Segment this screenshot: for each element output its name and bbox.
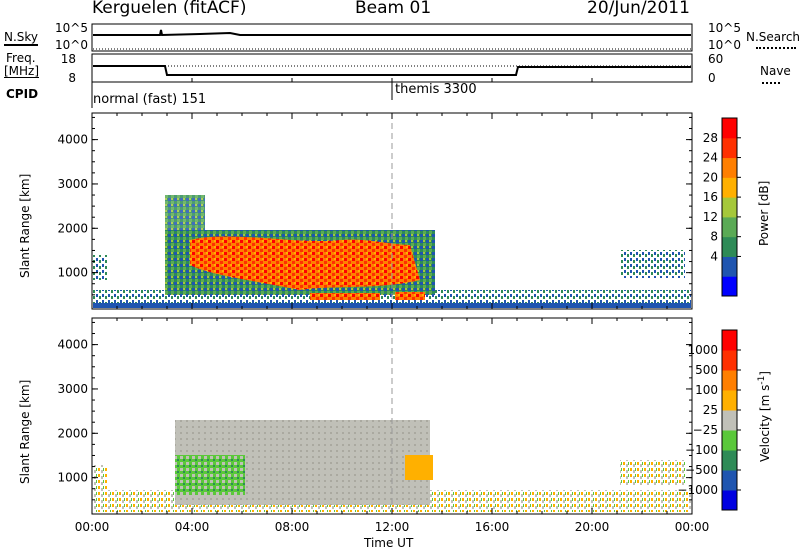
cpid-mode-2: themis 3300 <box>395 82 477 97</box>
power-colorbar-segment <box>722 276 737 297</box>
x-tick-label: 00:00 <box>75 520 110 534</box>
nsky-tick-bottom: 10^0 <box>55 38 88 52</box>
power-colorbar-segment <box>722 236 737 257</box>
power-colorbar-segment <box>722 157 737 178</box>
velocity-colorbar-segment <box>722 410 737 431</box>
nsky-frame <box>91 23 693 52</box>
nave-tick-bottom: 0 <box>708 71 716 85</box>
velocity-colorbar-frame <box>721 329 738 511</box>
power-colorbar-segment <box>722 216 737 238</box>
beam-title: Beam 01 <box>355 0 432 18</box>
y-tick-label: 3000 <box>57 382 88 396</box>
x-tick-label: 12:00 <box>375 520 410 534</box>
radar-title: Kerguelen (fitACF) <box>92 0 247 18</box>
power-red-patch <box>190 236 420 290</box>
power-colorbar-segment <box>722 137 737 159</box>
nave-legend-line <box>762 82 780 84</box>
nsearch-tick-bottom: 10^0 <box>708 38 741 52</box>
power-colorbar-label: 12 <box>703 210 718 224</box>
x-tick-label: 16:00 <box>475 520 510 534</box>
y-tick-label: 1000 <box>57 471 88 485</box>
nave-label: Nave <box>760 64 791 78</box>
freq-line <box>93 65 691 76</box>
freq-label: Freq. <box>6 51 36 65</box>
y-tick-label: 4000 <box>57 338 88 352</box>
freq-unit-label: [MHz] <box>4 64 40 78</box>
power-colorbar-segment <box>722 256 737 277</box>
power-colorbar-label: 24 <box>703 151 718 165</box>
velocity-green-patch <box>175 455 245 495</box>
x-axis-title: Time UT <box>364 536 414 550</box>
power-colorbar-label: 4 <box>710 249 718 263</box>
power-start-patch <box>93 255 108 280</box>
velocity-colorbar-segment <box>722 430 737 451</box>
velocity-colorbar-segment <box>722 470 737 491</box>
velocity-colorbar-segment <box>722 390 737 411</box>
nsky-label: N.Sky <box>4 30 39 46</box>
velocity-colorbar-label: −1000 <box>677 483 718 497</box>
cpid-mode-1: normal (fast) 151 <box>93 92 207 107</box>
date-title: 20/Jun/2011 <box>587 0 690 18</box>
velocity-colorbar-segment <box>722 450 737 471</box>
power-colorbar-segment <box>722 197 737 218</box>
power-colorbar-label: 28 <box>703 131 718 145</box>
axis-ticks: 00:00 04:00 08:00 12:00 16:00 20:00 00:00 4000 3… <box>55 21 741 534</box>
x-tick-label: 08:00 <box>275 520 310 534</box>
power-colorbar-segment <box>722 118 737 139</box>
power-colorbar-label: 8 <box>710 230 718 244</box>
power-late-patch <box>620 250 685 278</box>
x-tick-label: 00:00 <box>675 520 710 534</box>
freq-tick-top: 18 <box>61 52 76 66</box>
velocity-colorbar-label: 25 <box>703 403 718 417</box>
freq-tick-bottom: 8 <box>68 71 76 85</box>
velocity-late-patch <box>620 460 685 485</box>
velocity-orange-patch <box>405 455 433 480</box>
velocity-colorbar-label: −25 <box>693 423 718 437</box>
power-colorbar-segment <box>722 177 737 198</box>
velocity-colorbar-label: 500 <box>695 363 718 377</box>
x-tick-label: 04:00 <box>175 520 210 534</box>
nave-tick-top: 60 <box>708 52 723 66</box>
y-tick-label: 4000 <box>57 133 88 147</box>
y-tick-label: 2000 <box>57 426 88 440</box>
power-low-red-1 <box>310 293 380 300</box>
nsearch-label: N.Search <box>746 30 800 44</box>
velocity-colorbar: 1000 500 100 25 −25 −100 −500 −1000 <box>677 329 741 511</box>
y-tick-label: 1000 <box>57 266 88 280</box>
nsearch-legend-line <box>756 47 796 49</box>
nsky-tick-top: 10^5 <box>55 21 88 35</box>
power-colorbar: 28 24 20 16 12 8 4 <box>703 117 741 297</box>
x-tick-label: 20:00 <box>575 520 610 534</box>
velocity-colorbar-label: 1000 <box>687 343 718 357</box>
velocity-start-patch <box>93 465 108 490</box>
velocity-colorbar-label: −500 <box>685 463 718 477</box>
nsky-line <box>93 29 691 37</box>
velocity-colorbar-segment <box>722 330 737 351</box>
velocity-colorbar-segment <box>722 490 737 511</box>
velocity-colorbar-segment <box>722 350 737 371</box>
power-low-red-2 <box>395 292 425 300</box>
nsearch-tick-top: 10^5 <box>708 21 741 35</box>
velocity-colorbar-segment <box>722 370 737 391</box>
power-colorbar-label: 20 <box>703 170 718 184</box>
power-colorbar-frame <box>721 117 738 297</box>
y-tick-label: 3000 <box>57 177 88 191</box>
y-tick-label: 2000 <box>57 221 88 235</box>
cpid-label: CPID <box>6 87 39 101</box>
velocity-colorbar-label: 100 <box>695 383 718 397</box>
power-colorbar-label: 16 <box>703 190 718 204</box>
velocity-colorbar-label: −100 <box>685 443 718 457</box>
